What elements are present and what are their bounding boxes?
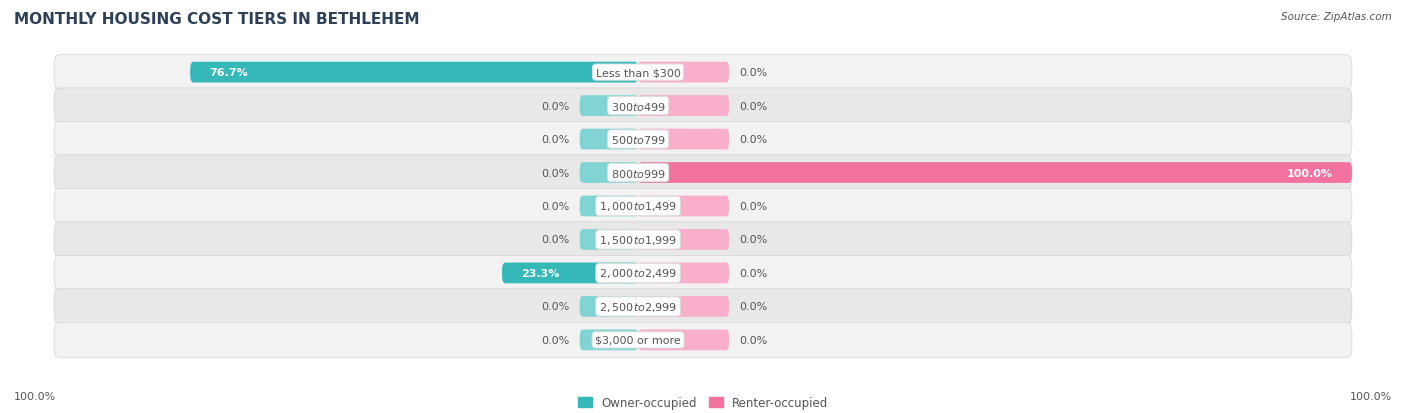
- Text: 0.0%: 0.0%: [740, 202, 768, 211]
- FancyBboxPatch shape: [579, 196, 638, 217]
- FancyBboxPatch shape: [579, 230, 638, 250]
- Text: 0.0%: 0.0%: [541, 202, 569, 211]
- FancyBboxPatch shape: [53, 156, 1353, 191]
- FancyBboxPatch shape: [579, 330, 638, 350]
- Text: 0.0%: 0.0%: [541, 135, 569, 145]
- FancyBboxPatch shape: [53, 289, 1353, 324]
- FancyBboxPatch shape: [502, 263, 638, 284]
- Text: 0.0%: 0.0%: [541, 235, 569, 245]
- Text: 0.0%: 0.0%: [541, 101, 569, 112]
- Text: 100.0%: 100.0%: [1350, 391, 1392, 401]
- Text: 0.0%: 0.0%: [740, 68, 768, 78]
- FancyBboxPatch shape: [53, 189, 1353, 224]
- Text: 76.7%: 76.7%: [209, 68, 249, 78]
- FancyBboxPatch shape: [53, 323, 1353, 358]
- Text: $2,000 to $2,499: $2,000 to $2,499: [599, 267, 678, 280]
- FancyBboxPatch shape: [638, 96, 728, 117]
- Text: $1,500 to $1,999: $1,500 to $1,999: [599, 233, 678, 247]
- Text: 0.0%: 0.0%: [740, 335, 768, 345]
- Text: $500 to $799: $500 to $799: [610, 134, 665, 146]
- Text: $3,000 or more: $3,000 or more: [595, 335, 681, 345]
- Text: Less than $300: Less than $300: [596, 68, 681, 78]
- Legend: Owner-occupied, Renter-occupied: Owner-occupied, Renter-occupied: [572, 392, 834, 413]
- FancyBboxPatch shape: [638, 330, 728, 350]
- FancyBboxPatch shape: [638, 296, 728, 317]
- FancyBboxPatch shape: [190, 63, 638, 83]
- FancyBboxPatch shape: [638, 129, 728, 150]
- FancyBboxPatch shape: [638, 263, 728, 284]
- Text: 0.0%: 0.0%: [740, 268, 768, 278]
- FancyBboxPatch shape: [579, 296, 638, 317]
- Text: 0.0%: 0.0%: [541, 335, 569, 345]
- Text: 100.0%: 100.0%: [1286, 168, 1333, 178]
- FancyBboxPatch shape: [53, 122, 1353, 157]
- FancyBboxPatch shape: [638, 196, 728, 217]
- FancyBboxPatch shape: [638, 63, 728, 83]
- Text: $300 to $499: $300 to $499: [610, 100, 665, 112]
- Text: 100.0%: 100.0%: [14, 391, 56, 401]
- Text: $800 to $999: $800 to $999: [610, 167, 665, 179]
- FancyBboxPatch shape: [638, 163, 1353, 183]
- Text: 0.0%: 0.0%: [740, 101, 768, 112]
- FancyBboxPatch shape: [579, 129, 638, 150]
- Text: Source: ZipAtlas.com: Source: ZipAtlas.com: [1281, 12, 1392, 22]
- Text: 0.0%: 0.0%: [740, 135, 768, 145]
- FancyBboxPatch shape: [53, 55, 1353, 90]
- Text: $1,000 to $1,499: $1,000 to $1,499: [599, 200, 678, 213]
- FancyBboxPatch shape: [53, 89, 1353, 124]
- FancyBboxPatch shape: [579, 163, 638, 183]
- FancyBboxPatch shape: [53, 222, 1353, 257]
- Text: 0.0%: 0.0%: [740, 301, 768, 312]
- Text: 0.0%: 0.0%: [541, 301, 569, 312]
- Text: 0.0%: 0.0%: [740, 235, 768, 245]
- Text: MONTHLY HOUSING COST TIERS IN BETHLEHEM: MONTHLY HOUSING COST TIERS IN BETHLEHEM: [14, 12, 419, 27]
- FancyBboxPatch shape: [638, 230, 728, 250]
- Text: 0.0%: 0.0%: [541, 168, 569, 178]
- Text: $2,500 to $2,999: $2,500 to $2,999: [599, 300, 678, 313]
- Text: 23.3%: 23.3%: [522, 268, 560, 278]
- FancyBboxPatch shape: [53, 256, 1353, 291]
- FancyBboxPatch shape: [579, 96, 638, 117]
